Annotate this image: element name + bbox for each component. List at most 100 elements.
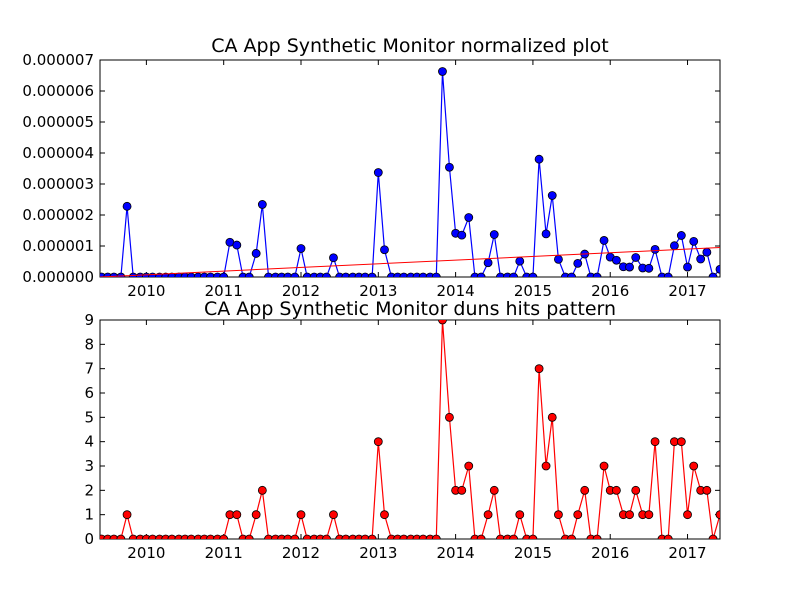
normalized-data-point — [438, 67, 447, 76]
normalized-data-point — [567, 272, 576, 277]
normalized-y-tick-label: 0.000004 — [22, 144, 94, 162]
normalized-data-point — [251, 249, 261, 258]
normalized-data-point — [445, 162, 454, 172]
hits-data-point — [219, 534, 229, 539]
normalized-x-tick-label: 2012 — [282, 282, 320, 300]
normalized-plot-title: CA App Synthetic Monitor normalized plot — [211, 35, 609, 57]
hits-data-point — [631, 485, 641, 495]
normalized-data-point — [464, 213, 474, 222]
hits-data-point — [329, 510, 338, 520]
hits-x-tick-label: 2014 — [437, 544, 475, 562]
normalized-data-point — [676, 231, 686, 240]
hits-data-point — [573, 510, 583, 520]
hits-data-point — [625, 510, 634, 520]
hits-data-point — [702, 485, 712, 495]
normalized-data-point — [483, 258, 493, 268]
normalized-data-point — [122, 201, 132, 211]
normalized-data-point — [689, 236, 699, 246]
hits-data-point — [128, 534, 138, 539]
normalized-data-point — [612, 255, 621, 265]
normalized-data-point — [554, 254, 563, 264]
hits-data-point — [418, 534, 428, 539]
normalized-data-point — [399, 272, 409, 277]
normalized-data-point — [696, 254, 706, 264]
hits-data-point — [650, 437, 660, 447]
normalized-y-tick-label: 0.000006 — [22, 82, 94, 100]
hits-y-tick-label: 0 — [84, 530, 94, 548]
hits-data-point — [360, 534, 370, 539]
hits-data-point — [367, 534, 377, 539]
hits-data-point — [322, 534, 331, 539]
hits-data-point — [689, 461, 699, 471]
hits-data-point — [676, 437, 686, 447]
normalized-plot-panel: CA App Synthetic Monitor normalized plot… — [22, 35, 721, 300]
hits-data-point — [683, 510, 692, 520]
hits-data-point — [599, 461, 609, 471]
hits-data-point — [122, 510, 132, 520]
hits-data-point — [580, 485, 590, 495]
hits-y-tick-label: 8 — [84, 335, 94, 353]
hits-data-point — [264, 534, 273, 539]
hits-data-point — [483, 510, 493, 520]
normalized-data-point — [644, 263, 654, 273]
hits-x-tick-label: 2017 — [668, 544, 706, 562]
normalized-x-tick-label: 2016 — [591, 282, 629, 300]
normalized-x-tick-label: 2011 — [205, 282, 243, 300]
normalized-data-point — [496, 272, 505, 277]
hits-data-point — [431, 534, 441, 539]
normalized-data-point — [663, 272, 673, 277]
normalized-data-point — [290, 272, 300, 277]
hits-data-point — [612, 485, 621, 495]
hits-data-point — [302, 534, 312, 539]
hits-data-point — [541, 461, 551, 471]
normalized-data-point — [547, 191, 557, 200]
hits-y-tick-label: 6 — [84, 384, 94, 402]
hits-x-tick-label: 2015 — [514, 544, 552, 562]
normalized-y-tick-label: 0.000001 — [22, 237, 94, 255]
hits-data-point — [708, 534, 718, 539]
normalized-data-point — [457, 230, 467, 240]
hits-data-point — [290, 534, 300, 539]
normalized-data-point — [702, 247, 712, 257]
normalized-data-point — [625, 262, 634, 272]
normalized-data-point — [322, 272, 331, 277]
normalized-y-tick-label: 0.000005 — [22, 113, 94, 131]
normalized-x-tick-label: 2014 — [437, 282, 475, 300]
normalized-data-point — [541, 229, 551, 239]
hits-x-tick-label: 2016 — [591, 544, 629, 562]
hits-data-point — [509, 534, 518, 539]
hits-data-point — [341, 534, 351, 539]
hits-data-point — [592, 534, 602, 539]
hits-data-point — [296, 510, 306, 520]
hits-y-tick-label: 4 — [84, 433, 94, 451]
hits-data-point — [663, 534, 673, 539]
normalized-data-point — [380, 245, 389, 255]
hits-data-point — [186, 534, 196, 539]
hits-data-point — [534, 364, 544, 374]
normalized-data-point — [669, 241, 679, 251]
hits-data-point — [528, 534, 538, 539]
normalized-x-tick-label: 2017 — [668, 282, 706, 300]
normalized-data-point — [329, 253, 338, 263]
hits-data-point — [380, 510, 389, 520]
normalized-data-point — [302, 272, 312, 277]
hits-data-point — [232, 510, 242, 520]
normalized-y-tick-label: 0.000003 — [22, 175, 94, 193]
normalized-x-tick-label: 2010 — [127, 282, 165, 300]
normalized-data-point — [360, 272, 370, 277]
hits-y-tick-label: 5 — [84, 408, 94, 426]
hits-data-point — [373, 437, 383, 447]
hits-plot-area — [100, 320, 720, 539]
hits-y-tick-label: 2 — [84, 481, 94, 499]
hits-x-tick-label: 2013 — [359, 544, 397, 562]
normalized-data-point — [257, 200, 267, 209]
normalized-data-point — [418, 272, 428, 277]
normalized-data-point — [489, 230, 499, 239]
hits-y-tick-label: 9 — [84, 311, 94, 329]
hits-data-point — [476, 534, 486, 539]
hits-data-point — [257, 485, 267, 495]
hits-data-point — [283, 534, 293, 539]
hits-data-point — [251, 510, 261, 520]
